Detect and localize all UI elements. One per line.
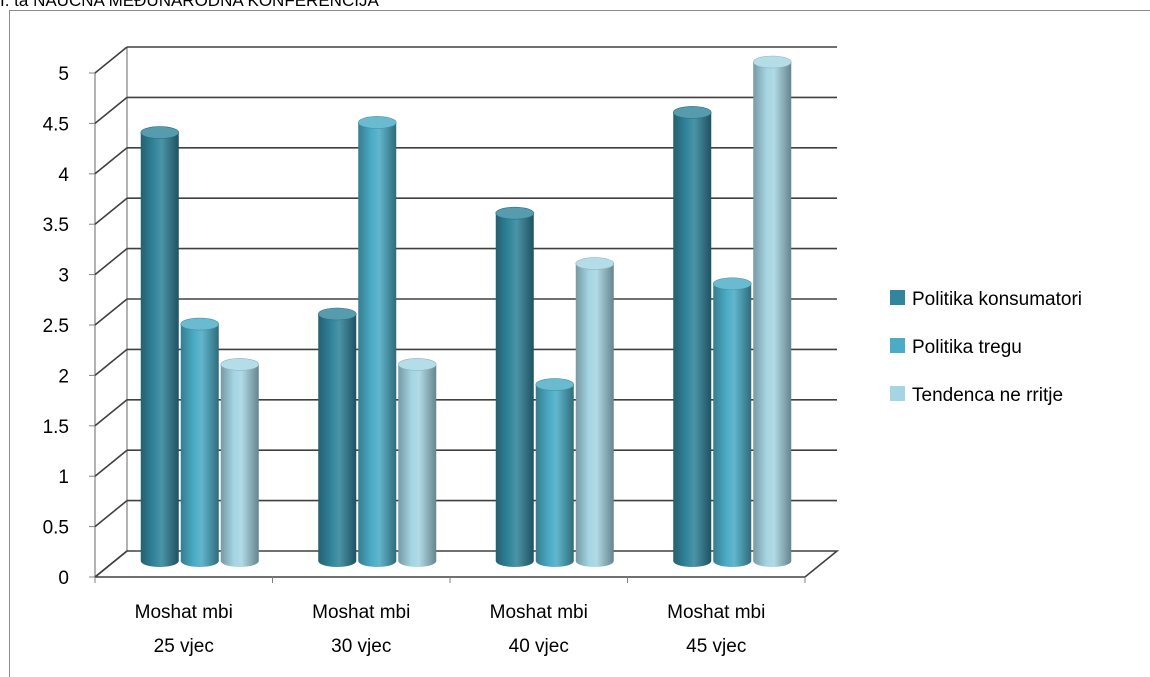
- y-tick-label: 2: [58, 366, 69, 387]
- x-tick-label: 25 vjec: [154, 636, 214, 657]
- x-axis: Moshat mbi 25 vjec Moshat mbi 30 vjec Moshat…: [94, 577, 806, 657]
- bar: [140, 126, 180, 567]
- y-tick-label: 1: [58, 467, 69, 488]
- side-gridline: [94, 147, 128, 175]
- chart-legend: Politika konsumatori Politika tregu Tenden…: [890, 289, 1082, 406]
- bar-body: [575, 263, 614, 567]
- y-tick-label: 4: [58, 165, 69, 186]
- y-tick-label: 2.5: [43, 316, 69, 337]
- bar-cap: [672, 106, 712, 119]
- side-gridline: [94, 298, 128, 326]
- bar-body: [140, 132, 179, 567]
- page-header-text: I. ta NAUČNA MEĐUNARODNA KONFERENCIJA: [0, 0, 379, 10]
- bar: [397, 358, 437, 567]
- bar-body: [358, 122, 397, 567]
- y-axis-ticks: 0 0.5 1 1.5 2 2.5 3 3.5 4 4.5 5: [43, 64, 95, 589]
- bar-cap: [575, 257, 615, 270]
- side-gridline: [94, 247, 128, 276]
- bar-cap: [220, 358, 260, 371]
- x-tick-label: 45 vjec: [686, 636, 746, 657]
- y-tick-label: 0.5: [43, 518, 69, 539]
- x-tick-label: 40 vjec: [509, 636, 569, 657]
- bar-series: [140, 55, 792, 568]
- x-tick-label: Moshat mbi: [312, 602, 410, 623]
- bar-cap: [180, 317, 220, 331]
- bar: [672, 106, 712, 568]
- side-gridline: [94, 550, 128, 578]
- y-tick-label: 4.5: [43, 114, 69, 135]
- bar: [180, 317, 220, 567]
- side-gridline: [94, 197, 128, 225]
- bar-cap: [495, 206, 535, 220]
- bar-body: [398, 364, 437, 567]
- bar: [317, 307, 357, 567]
- bar: [495, 206, 535, 567]
- bar-cap: [317, 307, 357, 321]
- side-gridline: [94, 96, 128, 125]
- bar-body: [495, 213, 534, 567]
- legend-label: Politika tregu: [912, 337, 1022, 358]
- side-gridline: [94, 499, 128, 528]
- side-gridline: [94, 449, 128, 477]
- bar: [357, 116, 397, 567]
- legend-swatch: [890, 290, 905, 305]
- bar-body: [673, 112, 712, 568]
- y-tick-label: 3: [58, 266, 69, 287]
- bar: [752, 55, 792, 567]
- x-tick-label: Moshat mbi: [667, 602, 765, 623]
- bar: [220, 358, 260, 567]
- bar-cap: [397, 358, 437, 371]
- bar-body: [753, 62, 792, 567]
- legend-swatch: [890, 338, 905, 353]
- x-tick-label: 30 vjec: [331, 636, 391, 657]
- bar-cap: [712, 277, 752, 291]
- bar-cap: [357, 116, 397, 129]
- chart-frame: [9, 10, 1150, 677]
- legend-label: Tendenca ne rritje: [912, 385, 1063, 406]
- legend-label: Politika konsumatori: [912, 289, 1082, 310]
- bar-body: [180, 324, 219, 567]
- y-tick-label: 3.5: [43, 215, 69, 236]
- bar: [575, 257, 615, 567]
- bar-body: [713, 283, 752, 567]
- side-gridline: [94, 46, 128, 74]
- bar: [535, 378, 575, 567]
- bar-body: [535, 384, 574, 567]
- x-tick-label: Moshat mbi: [490, 602, 588, 623]
- bar-cap: [140, 126, 180, 139]
- bar-cap: [535, 378, 575, 391]
- bar-cap: [752, 55, 792, 69]
- side-gridline: [94, 348, 128, 377]
- bar-body: [318, 314, 357, 567]
- y-tick-label: 5: [58, 64, 69, 85]
- legend-swatch: [890, 386, 905, 401]
- y-tick-label: 1.5: [43, 417, 69, 438]
- bar-body: [220, 364, 259, 567]
- side-gridline: [94, 399, 128, 427]
- bar: [712, 277, 752, 567]
- y-tick-label: 0: [58, 568, 69, 589]
- x-tick-label: Moshat mbi: [135, 602, 233, 623]
